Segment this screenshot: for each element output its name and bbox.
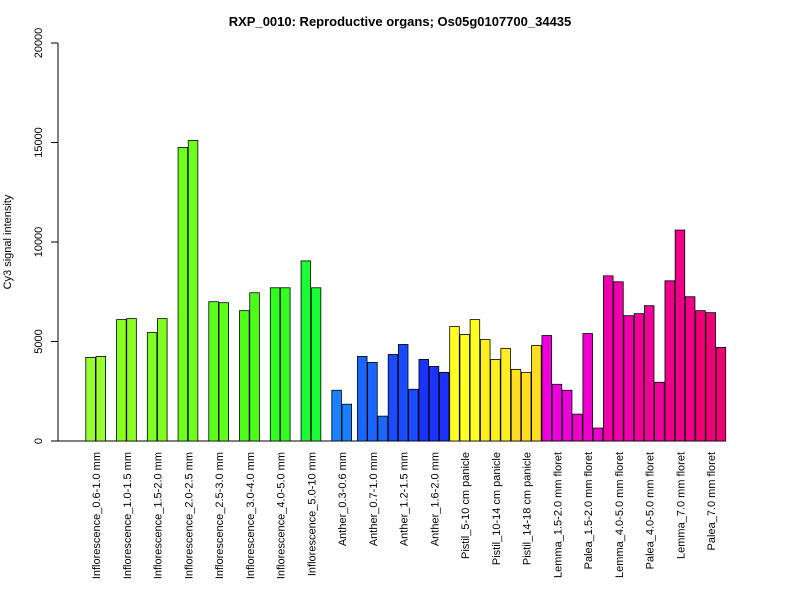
bar [633,313,645,442]
bar [377,415,388,442]
bar [521,371,532,442]
bar [146,332,158,442]
bar [341,403,353,442]
bar [269,287,281,442]
bar [551,383,563,442]
bar [459,334,470,442]
x-tick-label: Inflorescence_0.6-1.0 mm [91,452,103,579]
x-tick-label: Inflorescence_5.0-10 mm [306,452,318,576]
x-tick-labels: Inflorescence_0.6-1.0 mm Inflorescence_1.… [91,452,718,579]
bar [280,287,291,442]
chart-title: RXP_0010: Reproductive organs; Os05g0107… [229,14,572,29]
y-tick-label: 20000 [33,28,45,59]
bar [695,310,706,442]
bar [367,361,378,442]
bar [428,365,440,442]
x-tick-label: Inflorescence_4.0-5.0 mm [276,452,288,579]
bar [654,381,665,442]
bar [310,287,322,442]
bar [572,413,583,442]
x-tick-label: Pistil_10-14 cm panicle [491,452,503,565]
bar [157,318,168,442]
bar [644,305,655,442]
x-tick-label: Lemma_7.0 mm floret [675,452,687,559]
y-tick-label: 5000 [33,329,45,353]
bar [387,354,399,442]
bar [177,147,189,442]
bar [500,348,511,442]
x-tick-label: Anther_1.6-2.0 mm [429,452,441,546]
x-tick-label: Inflorescence_1.0-1.5 mm [122,452,134,579]
x-tick-label: Pistil_14-18 cm panicle [522,452,534,565]
bar [561,389,573,442]
x-tick-label: Palea_7.0 mm floret [706,452,718,550]
bar [208,301,219,442]
bar [397,344,409,442]
bar [674,229,686,442]
bar [664,280,675,442]
bar [408,388,419,442]
bar [613,281,624,442]
x-tick-label: Palea_1.5-2.0 mm floret [583,452,595,569]
y-axis: 0 5000 10000 15000 20000 [33,28,59,444]
bar [438,371,450,442]
y-tick-label: 10000 [33,227,45,258]
bar [510,368,522,442]
x-tick-label: Inflorescence_3.0-4.0 mm [245,452,257,579]
bar [541,335,552,442]
x-tick-label: Inflorescence_2.5-3.0 mm [214,452,226,579]
bar [592,427,604,442]
x-tick-label: Anther_0.7-1.0 mm [368,452,380,546]
y-tick-label: 0 [33,438,45,444]
x-tick-label: Lemma_1.5-2.0 mm floret [552,452,564,578]
bar [418,359,429,442]
bar [218,302,230,442]
bar [85,357,96,442]
bar [357,356,368,442]
bar [239,310,250,442]
bar [684,296,696,442]
x-tick-label: Anther_1.2-1.5 mm [399,452,411,546]
bars-group [85,140,727,442]
x-tick-label: Pistil_5-10 cm panicle [460,452,472,559]
y-axis-label: Cy3 signal intensity [2,194,14,289]
x-tick-label: Palea_4.0-5.0 mm floret [645,452,657,569]
bar [187,140,199,442]
bar [623,315,634,442]
bar [603,275,614,442]
bar [116,319,127,442]
y-tick-label: 15000 [33,127,45,158]
bar [249,292,260,442]
bar [469,319,481,442]
bar [449,326,460,442]
bar [331,389,342,442]
bar [95,356,107,442]
bar [300,260,312,442]
x-tick-label: Inflorescence_2.0-2.5 mm [183,452,195,579]
x-tick-label: Anther_0.3-0.6 mm [337,452,349,546]
bar [705,312,716,442]
bar [582,333,593,442]
bar [715,347,727,442]
x-tick-label: Inflorescence_1.5-2.0 mm [153,452,165,579]
bar [531,345,542,442]
x-tick-label: Lemma_4.0-5.0 mm floret [614,452,626,578]
bar [490,359,501,442]
bar [480,339,491,442]
bar [126,318,137,442]
